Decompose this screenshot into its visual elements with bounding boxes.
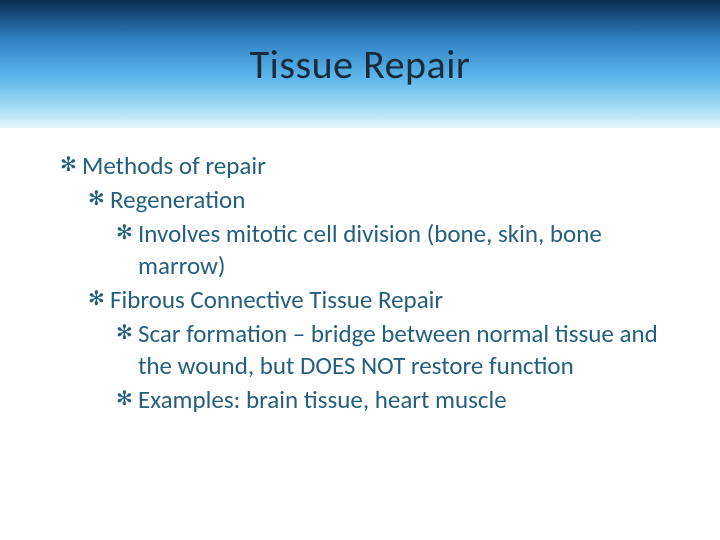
bullet-item: ✻ Scar formation – bridge between normal… <box>116 318 680 382</box>
title-band: Tissue Repair <box>0 0 720 128</box>
bullet-icon: ✻ <box>88 284 110 316</box>
bullet-text: Scar formation – bridge between normal t… <box>138 318 680 382</box>
bullet-item: ✻ Regeneration <box>88 184 680 216</box>
bullet-item: ✻ Methods of repair <box>60 150 680 182</box>
bullet-text: Involves mitotic cell division (bone, sk… <box>138 218 680 282</box>
bullet-item: ✻ Involves mitotic cell division (bone, … <box>116 218 680 282</box>
slide-content: ✻ Methods of repair ✻ Regeneration ✻ Inv… <box>60 150 680 418</box>
bullet-icon: ✻ <box>60 150 82 182</box>
bullet-text: Methods of repair <box>82 150 680 182</box>
bullet-icon: ✻ <box>116 218 138 282</box>
slide-title: Tissue Repair <box>250 40 471 89</box>
bullet-text: Regeneration <box>110 184 680 216</box>
slide: Tissue Repair ✻ Methods of repair ✻ Rege… <box>0 0 720 540</box>
bullet-icon: ✻ <box>116 384 138 416</box>
bullet-text: Fibrous Connective Tissue Repair <box>110 284 680 316</box>
bullet-icon: ✻ <box>116 318 138 382</box>
bullet-item: ✻ Examples: brain tissue, heart muscle <box>116 384 680 416</box>
bullet-icon: ✻ <box>88 184 110 216</box>
bullet-item: ✻ Fibrous Connective Tissue Repair <box>88 284 680 316</box>
bullet-text: Examples: brain tissue, heart muscle <box>138 384 680 416</box>
